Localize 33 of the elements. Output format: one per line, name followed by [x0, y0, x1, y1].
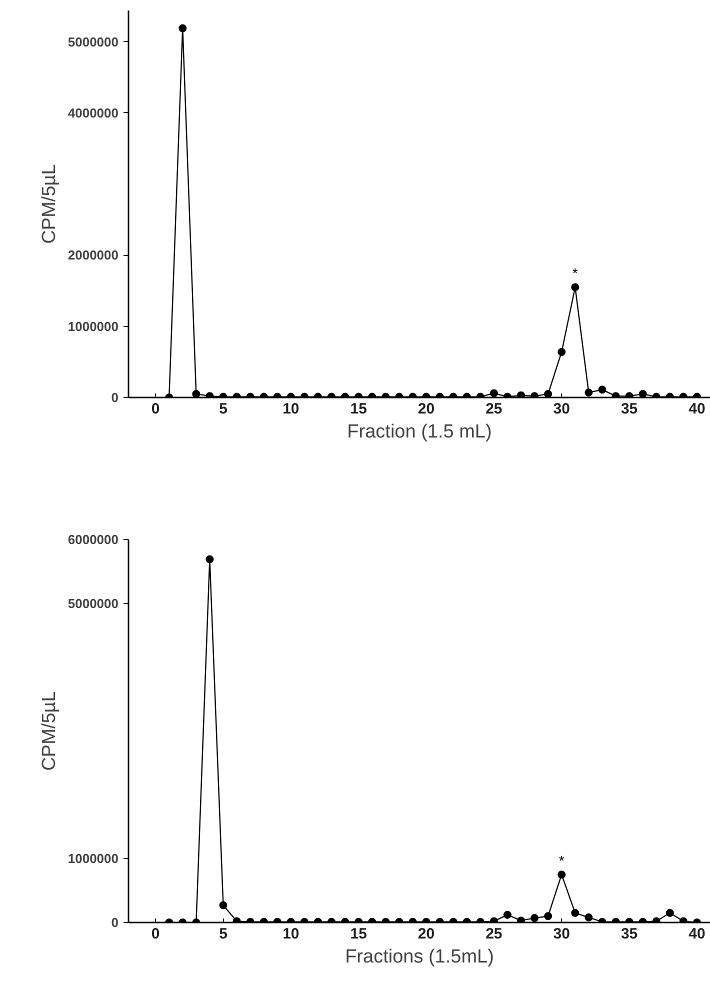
- y-tick-label: 0: [111, 390, 119, 405]
- x-tick-label: 5: [219, 400, 228, 418]
- x-tick-label: 25: [486, 400, 502, 418]
- x-axis-title: Fractions (1.5mL): [345, 946, 494, 968]
- x-tick-label: 0: [151, 400, 160, 418]
- y-tick-label: 1000000: [68, 318, 119, 334]
- x-tick-label: 35: [620, 926, 638, 942]
- x-tick-label: 30: [553, 926, 570, 942]
- x-tick-label: 30: [553, 400, 570, 418]
- x-tick-label: 25: [486, 926, 502, 942]
- y-tick-label: 5000000: [68, 596, 119, 611]
- x-tick-label: 15: [350, 400, 367, 418]
- x-tick-label: 0: [151, 926, 160, 942]
- x-tick-label: 10: [282, 400, 300, 418]
- x-tick-label: 20: [418, 926, 435, 942]
- x-axis-title: Fraction (1.5 mL): [347, 422, 492, 442]
- x-tick-label: 20: [418, 400, 435, 418]
- y-tick-label: 2000000: [68, 248, 119, 263]
- y-tick-label: 1000000: [68, 851, 119, 866]
- x-tick-label: 35: [620, 400, 638, 418]
- y-axis-title: CPM/5µL: [38, 164, 60, 244]
- annotation: *: [558, 852, 565, 869]
- y-axis-title: CPM/5µL: [38, 691, 60, 771]
- x-tick-label: 5: [219, 926, 228, 942]
- y-tick-label: 0: [111, 915, 119, 930]
- annotation: *: [572, 265, 578, 282]
- x-tick-label: 10: [282, 926, 300, 942]
- x-tick-label: 15: [350, 926, 367, 942]
- y-tick-label: 6000000: [68, 532, 119, 547]
- x-tick-label: 40: [688, 400, 706, 418]
- x-tick-label: 40: [688, 926, 706, 942]
- y-tick-label: 5000000: [68, 34, 119, 50]
- y-tick-label: 4000000: [68, 105, 119, 120]
